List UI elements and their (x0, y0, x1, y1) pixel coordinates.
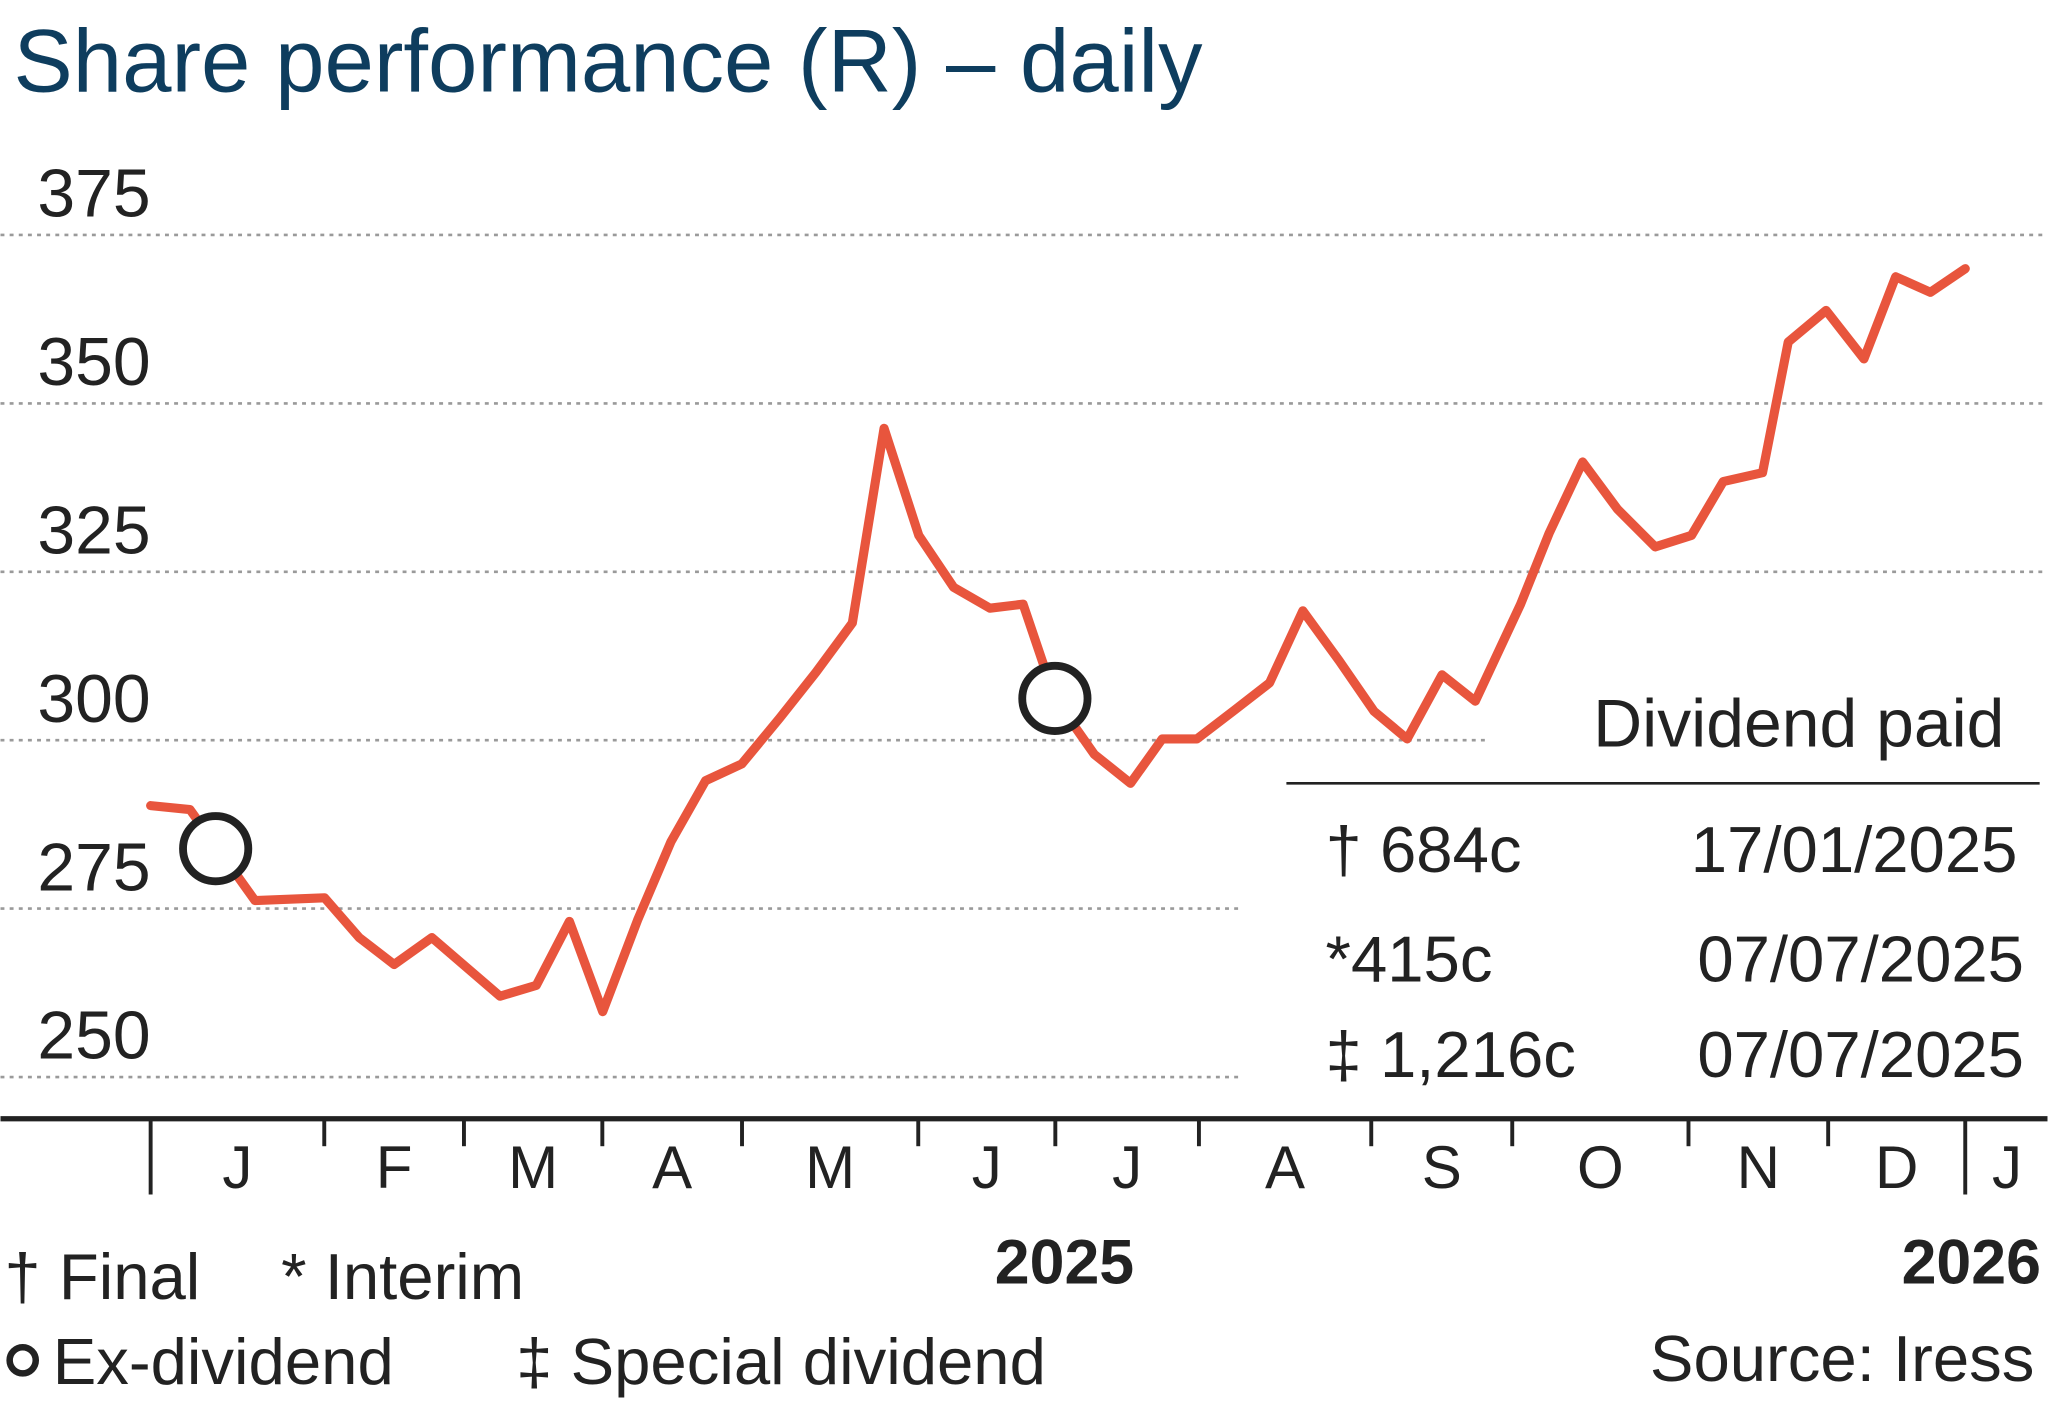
y-tick-label: 300 (37, 662, 150, 737)
dividend-amount: *415c (1326, 923, 1493, 996)
legend: † Final * Interim Ex-dividend ‡ Special … (4, 1240, 2034, 1398)
x-tick-label: J (972, 1134, 1002, 1201)
y-tick-label: 375 (37, 157, 150, 232)
x-tick-label: M (508, 1134, 558, 1201)
dividend-amount: ‡ 1,216c (1326, 1018, 1576, 1091)
x-tick-label: S (1422, 1134, 1462, 1201)
dividend-date: 07/07/2025 (1697, 1018, 2024, 1091)
y-tick-label: 350 (37, 325, 150, 400)
x-tick-label: F (376, 1134, 413, 1201)
source-note: Source: Iress (1650, 1322, 2034, 1395)
legend-interim: * Interim (281, 1240, 524, 1313)
year-label-2026: 2026 (1902, 1227, 2041, 1297)
dividend-table: Dividend paid † 684c 17/01/2025 *415c 07… (1286, 687, 2040, 1091)
x-tick-label: J (1992, 1134, 2022, 1201)
x-tick-label: D (1875, 1134, 1918, 1201)
ex-dividend-legend-icon (6, 1343, 40, 1377)
legend-final: † Final (4, 1240, 200, 1313)
dividend-date: 17/01/2025 (1691, 813, 2018, 886)
gridlines (0, 233, 2048, 1079)
y-tick-label: 325 (37, 494, 150, 569)
year-label-2025: 2025 (995, 1227, 1134, 1297)
dividend-table-heading: Dividend paid (1593, 687, 2004, 762)
y-tick-label: 275 (37, 830, 150, 905)
dividend-amount: † 684c (1326, 813, 1522, 886)
x-tick-label: A (652, 1134, 692, 1201)
dividend-date: 07/07/2025 (1697, 923, 2024, 996)
share-price-line (146, 264, 1970, 1017)
legend-special: ‡ Special dividend (516, 1325, 1046, 1398)
x-tick-label: A (1265, 1134, 1305, 1201)
y-tick-label: 250 (37, 999, 150, 1074)
x-tick-label: M (805, 1134, 855, 1201)
ex-dividend-markers (179, 661, 1092, 886)
y-axis-ticks: 250 275 300 325 350 375 (37, 157, 150, 1074)
x-tick-label: J (1112, 1134, 1142, 1201)
chart-title: Share performance (R) – daily (14, 11, 1204, 110)
ex-dividend-marker (179, 812, 253, 886)
ex-dividend-marker (1018, 661, 1092, 735)
x-tick-label: O (1577, 1134, 1624, 1201)
legend-ex-dividend: Ex-dividend (53, 1325, 394, 1398)
x-tick-label: N (1737, 1134, 1780, 1201)
x-tick-label: J (222, 1134, 252, 1201)
